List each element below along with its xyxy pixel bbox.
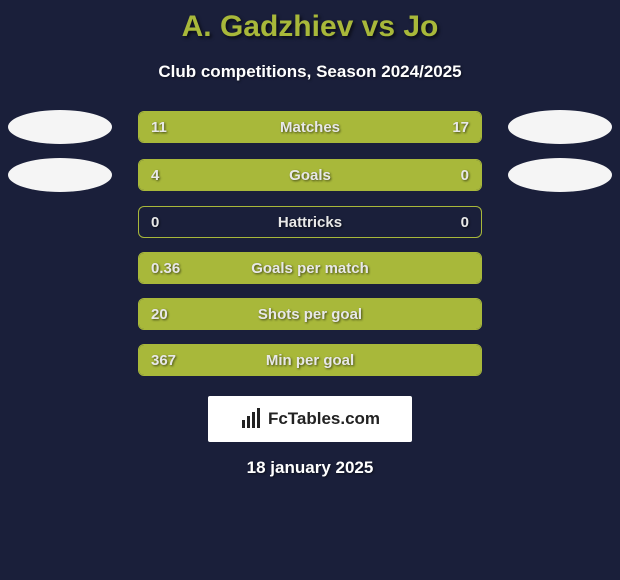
stat-bar: 0.36Goals per match <box>138 252 482 284</box>
stat-bar: 367Min per goal <box>138 344 482 376</box>
stat-row: 20Shots per goal <box>8 298 612 330</box>
stat-label: Goals per match <box>139 253 481 283</box>
stat-value-right: 0 <box>461 207 469 237</box>
stat-label: Min per goal <box>139 345 481 375</box>
stat-bar: 4Goals0 <box>138 159 482 191</box>
stat-row: 0.36Goals per match <box>8 252 612 284</box>
stat-bar: 11Matches17 <box>138 111 482 143</box>
stat-bar: 0Hattricks0 <box>138 206 482 238</box>
subtitle: Club competitions, Season 2024/2025 <box>158 62 461 82</box>
stat-row: 11Matches17 <box>8 110 612 144</box>
stat-label: Shots per goal <box>139 299 481 329</box>
team-badge-right <box>508 158 612 192</box>
team-badge-left <box>8 158 112 192</box>
logo-badge: FcTables.com <box>208 396 412 442</box>
logo-text: FcTables.com <box>268 409 380 429</box>
stat-row: 0Hattricks0 <box>8 206 612 238</box>
stat-label: Matches <box>139 112 481 142</box>
stat-value-right: 0 <box>461 160 469 190</box>
stat-row: 367Min per goal <box>8 344 612 376</box>
stat-rows: 11Matches174Goals00Hattricks00.36Goals p… <box>8 110 612 390</box>
team-badge-right <box>508 110 612 144</box>
page-title: A. Gadzhiev vs Jo <box>182 10 439 44</box>
comparison-card: A. Gadzhiev vs Jo Club competitions, Sea… <box>0 0 620 580</box>
bar-chart-icon <box>240 408 262 430</box>
team-badge-left <box>8 110 112 144</box>
stat-bar: 20Shots per goal <box>138 298 482 330</box>
stat-row: 4Goals0 <box>8 158 612 192</box>
stat-value-right: 17 <box>452 112 469 142</box>
stat-label: Goals <box>139 160 481 190</box>
date-label: 18 january 2025 <box>247 458 374 478</box>
stat-label: Hattricks <box>139 207 481 237</box>
